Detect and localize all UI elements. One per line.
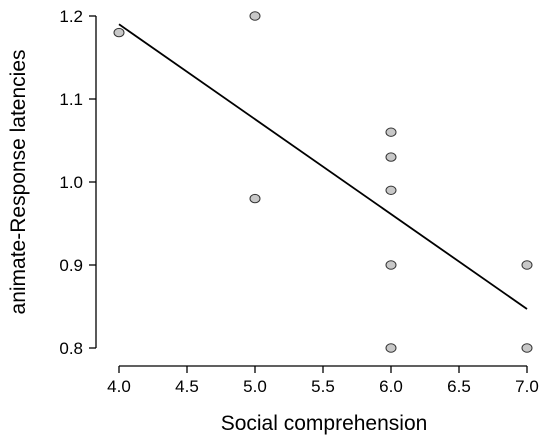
data-point (385, 260, 397, 270)
y-tick-label: 1.2 (59, 7, 83, 26)
y-tick-label: 1.1 (59, 90, 83, 109)
data-point (521, 343, 533, 353)
axes: 4.0 4.5 5.0 5.5 6.0 6.5 7.0 0.8 0.9 1.0 1.1 1.2 (59, 7, 538, 396)
data-points (113, 11, 533, 353)
x-tick-label: 6.5 (447, 377, 471, 396)
x-tick-label: 6.0 (379, 377, 403, 396)
regression-line-group (118, 23, 528, 310)
data-point (385, 152, 397, 162)
x-tick-label: 5.5 (311, 377, 335, 396)
data-point (249, 11, 261, 21)
x-axis-title: Social comprehension (221, 412, 428, 435)
x-tick-label: 5.0 (243, 377, 267, 396)
data-point (113, 27, 125, 38)
y-tick-label: 0.9 (59, 256, 83, 275)
regression-line (118, 23, 528, 310)
y-tick-label: 0.8 (59, 339, 83, 358)
x-tick-label: 7.0 (515, 377, 539, 396)
x-tick-label: 4.0 (107, 377, 131, 396)
data-point (521, 260, 533, 270)
data-point (385, 127, 397, 137)
y-tick-label: 1.0 (59, 173, 83, 192)
data-point (249, 193, 261, 204)
data-point (385, 185, 397, 196)
x-tick-label: 4.5 (175, 377, 199, 396)
data-point (385, 343, 397, 353)
y-axis-title: animate-Response latencies (7, 50, 30, 315)
